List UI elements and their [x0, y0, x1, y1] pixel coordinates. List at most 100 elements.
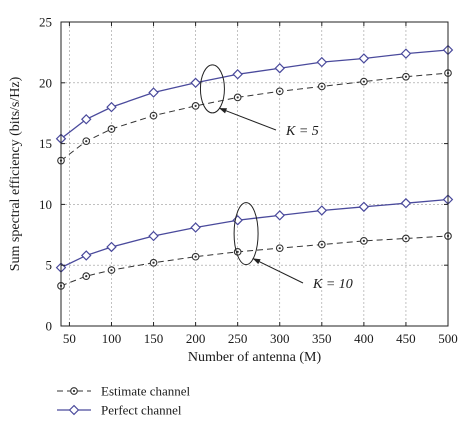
circle-marker-dot — [194, 255, 197, 258]
legend-label: Estimate channel — [101, 384, 191, 399]
annotation-layer: K = 5 K = 10 — [199, 64, 353, 292]
diamond-marker — [232, 69, 243, 80]
x-tick-label: 250 — [228, 331, 248, 346]
circle-marker — [149, 258, 158, 267]
circle-marker-dot — [72, 389, 76, 393]
circle-marker — [107, 125, 116, 133]
x-tick-label: 400 — [354, 331, 374, 346]
diamond-marker — [148, 87, 159, 98]
annotation-label: K = 10 — [312, 277, 353, 292]
series-2 — [55, 194, 454, 273]
series-line — [60, 198, 449, 269]
circle-marker — [149, 111, 158, 120]
x-tick-label: 50 — [63, 331, 76, 346]
legend-item-1: Perfect channel — [57, 403, 182, 418]
diamond-marker — [400, 197, 412, 209]
annotation-arrowhead — [219, 108, 228, 114]
y-tick-label: 5 — [46, 258, 53, 273]
diamond-marker — [106, 241, 117, 253]
circle-marker-dot — [85, 140, 88, 143]
x-tick-label: 300 — [270, 331, 290, 346]
annotation-arrow — [252, 257, 304, 284]
series-line — [60, 49, 449, 140]
diamond-marker — [190, 222, 201, 233]
circle-marker — [360, 237, 368, 245]
annotation-arrow — [218, 107, 277, 131]
series-layer — [55, 44, 454, 290]
circle-marker-dot — [236, 96, 239, 99]
annotation-ellipse — [233, 202, 259, 266]
legend-label: Perfect channel — [101, 403, 182, 418]
circle-marker — [233, 93, 242, 102]
diamond-marker — [316, 56, 328, 68]
diamond-marker — [400, 48, 412, 59]
circle-marker-dot — [278, 247, 281, 250]
x-tick-label: 100 — [102, 331, 122, 346]
circle-marker-dot — [320, 243, 323, 246]
legend: Estimate channel Perfect channel — [57, 384, 191, 418]
diamond-marker — [68, 404, 80, 416]
series-line — [60, 72, 449, 162]
x-tick-label: 350 — [312, 331, 332, 346]
annotation-label: K = 5 — [285, 124, 319, 139]
circle-marker — [82, 137, 91, 146]
circle-marker-dot — [152, 114, 155, 117]
diamond-marker — [274, 62, 285, 74]
y-tick-label: 20 — [39, 75, 52, 90]
diamond-marker — [274, 210, 285, 221]
circle-marker — [191, 102, 200, 110]
circle-marker — [360, 77, 368, 86]
circle-marker — [70, 387, 78, 395]
circle-marker — [317, 82, 326, 91]
diamond-marker — [358, 201, 370, 213]
circle-marker-dot — [404, 237, 408, 240]
circle-marker-dot — [320, 85, 323, 88]
series-1 — [57, 69, 452, 165]
annotation-0: K = 5 — [199, 64, 319, 139]
diamond-marker — [80, 250, 92, 261]
y-tick-label: 0 — [46, 319, 53, 334]
circle-marker-dot — [362, 239, 365, 242]
circle-marker-dot — [278, 90, 281, 93]
circle-marker — [317, 240, 326, 249]
y-tick-label: 10 — [39, 197, 52, 212]
circle-marker-dot — [236, 250, 239, 253]
grid-layer — [61, 21, 449, 327]
circle-marker-dot — [85, 275, 88, 278]
circle-marker — [82, 272, 91, 280]
x-tick-label: 500 — [438, 331, 458, 346]
y-axis-label: Sum spectral efficiency (bits/s/Hz) — [8, 76, 23, 271]
circle-marker-dot — [362, 80, 365, 83]
circle-marker — [275, 87, 284, 96]
annotation-1: K = 10 — [233, 202, 353, 292]
circle-marker-dot — [110, 127, 113, 131]
diamond-marker — [190, 77, 201, 89]
y-tick-label: 15 — [39, 136, 52, 151]
series-0 — [55, 44, 454, 144]
annotation-arrowhead — [252, 258, 261, 265]
circle-marker-dot — [404, 75, 408, 78]
circle-marker-dot — [152, 261, 155, 264]
circle-marker — [402, 234, 410, 243]
diamond-marker — [148, 230, 159, 242]
circle-marker — [402, 72, 410, 81]
diamond-marker — [358, 53, 370, 64]
series-line — [60, 235, 449, 287]
x-tick-label: 450 — [396, 331, 416, 346]
x-tick-label: 150 — [144, 331, 164, 346]
circle-marker — [191, 252, 200, 261]
x-axis-label: Number of antenna (M) — [188, 350, 322, 365]
diamond-marker — [232, 214, 243, 226]
diamond-marker — [106, 101, 117, 113]
series-3 — [57, 232, 452, 290]
circle-marker — [107, 266, 116, 274]
diamond-marker — [316, 205, 328, 216]
annotation-ellipse — [199, 64, 225, 114]
plot-frame — [60, 21, 449, 327]
circle-marker-dot — [110, 268, 113, 272]
legend-item-0: Estimate channel — [57, 384, 191, 399]
circle-marker — [275, 244, 284, 253]
diamond-marker — [80, 114, 92, 125]
